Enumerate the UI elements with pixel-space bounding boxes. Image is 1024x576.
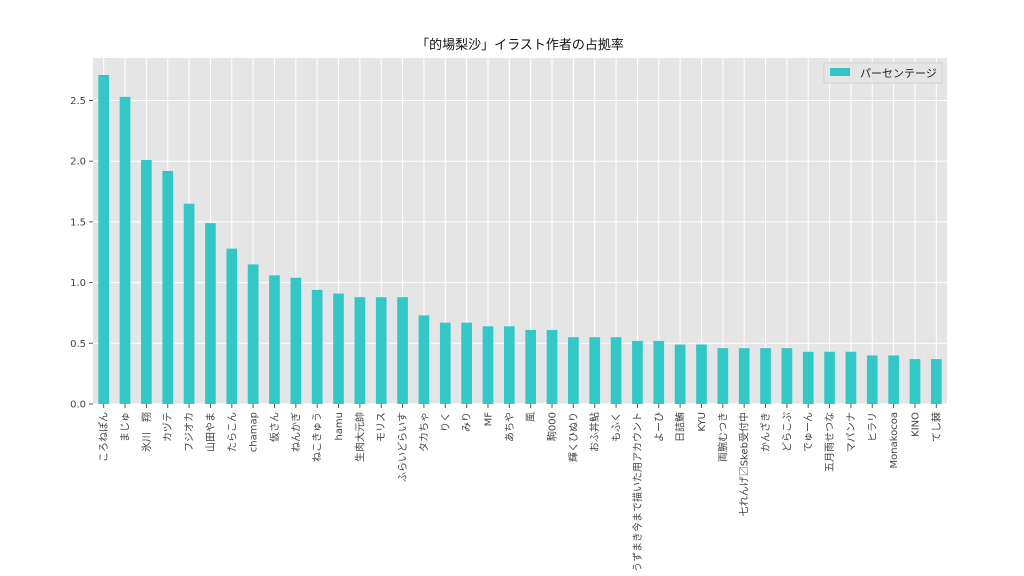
bar: [589, 337, 601, 404]
x-tick-label: 山田やま: [205, 412, 217, 452]
bar: [183, 203, 195, 404]
bar: [653, 340, 665, 404]
bar: [738, 348, 750, 404]
x-tick-label: かんざき: [759, 412, 772, 452]
y-tick-label: 1.5: [70, 217, 86, 228]
bar: [525, 329, 537, 404]
y-tick-label: 2.0: [70, 157, 86, 168]
chart-title: 「的場梨沙」イラスト作者の占拠率: [416, 37, 624, 53]
x-tick-label: マパンナ: [845, 412, 857, 453]
bar: [632, 340, 643, 404]
x-tick-label: どらこぷ: [781, 412, 793, 452]
plot-area: [93, 58, 947, 404]
x-tick-label: MF: [483, 412, 494, 427]
x-tick-label: よーひ: [653, 412, 665, 442]
bar: [439, 322, 451, 404]
x-tick-label: 輝くひぬり: [568, 412, 580, 462]
bar: [418, 315, 430, 404]
x-tick-label: みり: [461, 412, 473, 432]
x-tick-label: タカちゃ: [418, 412, 430, 452]
bar: [98, 74, 110, 404]
bar: [781, 348, 793, 404]
y-tick-label: 1.0: [70, 278, 86, 289]
x-tick-label: 七れんげ〼Skeb受付中: [738, 412, 751, 516]
x-tick-label: 生肉大元帥: [353, 412, 366, 462]
x-tick-label: フジオカ: [184, 412, 196, 452]
x-tick-label: KYU: [697, 412, 708, 432]
x-tick-label: 日詰鮪: [674, 412, 687, 442]
x-tick-label: 風: [525, 412, 537, 422]
legend-label: パーセンテージ: [860, 67, 937, 80]
bar: [866, 355, 878, 404]
legend-swatch: [830, 68, 850, 76]
x-tick-label: 氷川 翔: [140, 412, 153, 452]
bars: [98, 74, 942, 404]
x-tick-label: Monakocoa: [889, 412, 900, 469]
legend: パーセンテージ: [823, 62, 943, 84]
bar: [397, 297, 408, 404]
bar: [141, 159, 152, 404]
x-axis-ticks: ころねぽん まじゅ 氷川 翔カヅテ フジオカ 山田やま たらこん chamap 仮さん ねんかぎ…: [98, 404, 943, 572]
x-tick-label: 五月雨せつな: [824, 412, 836, 472]
x-tick-label: まじゅ: [120, 412, 132, 442]
x-tick-label: もふく: [611, 412, 623, 442]
bar: [717, 348, 729, 404]
bar: [290, 277, 302, 404]
x-tick-label: hamu: [334, 412, 345, 441]
bar: [461, 322, 472, 404]
bar: [205, 223, 216, 404]
x-tick-label: 仮さん: [268, 412, 281, 442]
x-tick-label: おふ丼鮎: [588, 412, 601, 452]
x-tick-label: KINO: [910, 412, 921, 437]
y-tick-label: 0.0: [70, 400, 86, 411]
x-tick-label: 両腕むつき: [716, 412, 729, 462]
x-tick-label: モリス: [377, 412, 388, 442]
x-tick-label: ころねぽん: [98, 412, 110, 462]
bar: [333, 293, 344, 404]
bar: [375, 297, 387, 404]
bar: [845, 351, 857, 404]
x-tick-label: うずまき今まで描いた用アカウント: [631, 412, 644, 572]
x-tick-label: ねんかぎ: [289, 412, 302, 452]
bar: [311, 289, 323, 404]
x-tick-label: あちや: [504, 412, 516, 442]
x-tick-label: ヒラリ: [867, 412, 879, 442]
bar: [909, 359, 921, 404]
y-axis-ticks: 0.0 0.5 1.0 1.5 2.0 2.5: [70, 96, 93, 411]
x-tick-label: てし棘: [931, 412, 943, 442]
bar: [674, 344, 686, 404]
bar: [610, 337, 622, 404]
x-tick-label: ふらいどらいす: [397, 412, 409, 482]
bar: [696, 344, 707, 404]
bar: [162, 170, 174, 404]
bar: [568, 337, 579, 404]
bar: [930, 359, 942, 404]
bar: [888, 355, 899, 404]
bar: [354, 297, 366, 404]
bar: [119, 96, 131, 404]
bar: [546, 329, 558, 404]
legend-box: [823, 62, 943, 84]
y-tick-label: 2.5: [70, 96, 86, 107]
bar: [247, 264, 259, 404]
x-tick-label: ねこきゅう: [312, 412, 324, 462]
bar: [269, 275, 280, 404]
x-tick-label: たらこん: [226, 412, 238, 452]
x-tick-label: りく: [440, 412, 452, 432]
x-tick-label: chamap: [249, 412, 260, 452]
bar: [802, 351, 814, 404]
bar: [226, 248, 238, 404]
bar: [760, 348, 771, 404]
x-tick-label: でゅーん: [803, 412, 815, 452]
bar: [824, 351, 835, 404]
x-tick-label: 駒000: [547, 412, 559, 441]
x-tick-label: カヅテ: [162, 412, 174, 442]
bar: [482, 326, 494, 404]
y-tick-label: 0.5: [70, 339, 86, 350]
bar: [503, 326, 515, 404]
